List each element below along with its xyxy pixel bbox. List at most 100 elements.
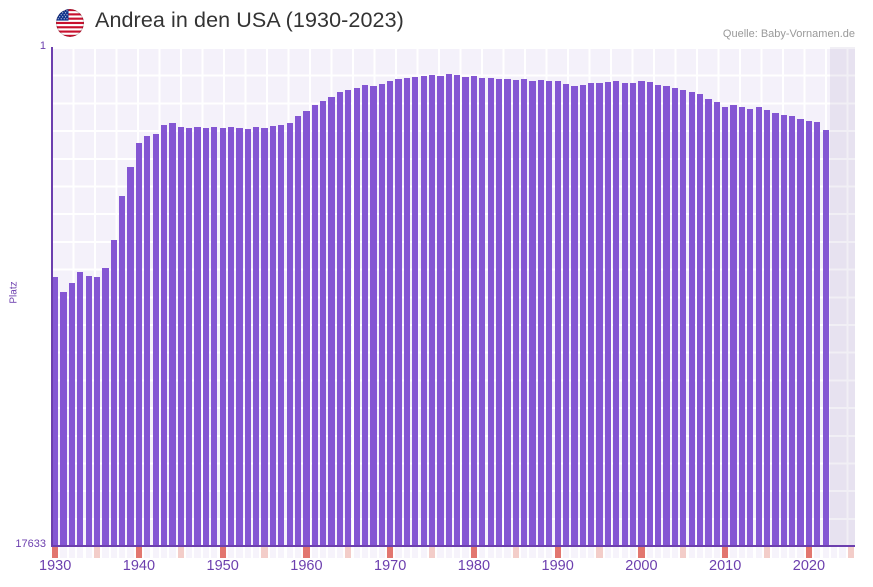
bar-1968[interactable] — [370, 86, 377, 545]
x-marker-1944 — [169, 547, 176, 558]
bar-1932[interactable] — [68, 283, 76, 545]
bar-1941[interactable] — [144, 136, 151, 545]
bar-1940[interactable] — [135, 143, 143, 545]
bar-1992[interactable] — [571, 86, 578, 545]
bar-1965[interactable] — [345, 90, 352, 545]
bar-2009[interactable] — [713, 102, 720, 545]
bar-2011[interactable] — [730, 105, 737, 545]
bar-1970[interactable] — [387, 81, 394, 545]
x-marker-1975 — [428, 547, 436, 558]
bar-1979[interactable] — [462, 77, 469, 545]
bar-1945[interactable] — [177, 127, 184, 545]
bar-2010[interactable] — [722, 107, 729, 545]
bar-1995[interactable] — [596, 83, 603, 545]
bar-2004[interactable] — [671, 88, 679, 545]
x-marker-2008 — [705, 547, 712, 558]
bar-1935[interactable] — [93, 277, 101, 545]
bar-1975[interactable] — [428, 75, 436, 545]
bar-1978[interactable] — [454, 75, 461, 545]
bar-1988[interactable] — [537, 80, 545, 545]
bar-1931[interactable] — [60, 292, 67, 545]
bar-2018[interactable] — [789, 116, 796, 545]
bar-1998[interactable] — [621, 83, 628, 545]
bar-2003[interactable] — [663, 86, 670, 545]
bar-1948[interactable] — [202, 128, 210, 545]
x-marker-2002 — [655, 547, 662, 558]
bar-1955[interactable] — [261, 128, 268, 545]
bar-1990[interactable] — [554, 81, 561, 545]
bar-2012[interactable] — [738, 107, 746, 545]
bar-1951[interactable] — [227, 127, 235, 545]
bar-series — [51, 47, 855, 545]
bar-1957[interactable] — [278, 125, 285, 545]
bar-1973[interactable] — [412, 77, 419, 545]
bar-2019[interactable] — [797, 119, 804, 545]
bar-2000[interactable] — [638, 81, 645, 545]
bar-1939[interactable] — [127, 167, 134, 545]
bar-1952[interactable] — [236, 128, 243, 545]
bar-1987[interactable] — [529, 81, 536, 545]
bar-1947[interactable] — [194, 127, 201, 545]
bar-2008[interactable] — [705, 99, 712, 545]
bar-1967[interactable] — [361, 85, 369, 545]
bar-2013[interactable] — [747, 109, 754, 545]
bar-1944[interactable] — [169, 123, 176, 545]
bar-1953[interactable] — [244, 129, 251, 545]
bar-1960[interactable] — [303, 111, 310, 545]
bar-2016[interactable] — [772, 113, 779, 545]
bar-2001[interactable] — [646, 82, 653, 545]
bar-2014[interactable] — [755, 107, 762, 545]
bar-1984[interactable] — [504, 79, 511, 545]
bar-1982[interactable] — [487, 78, 494, 545]
bar-2005[interactable] — [680, 90, 687, 545]
x-marker-1980 — [470, 547, 478, 558]
bar-1942[interactable] — [152, 134, 159, 545]
bar-1981[interactable] — [479, 78, 486, 545]
bar-2007[interactable] — [696, 94, 704, 545]
bar-1976[interactable] — [437, 76, 444, 545]
bar-1938[interactable] — [119, 196, 126, 545]
bar-1958[interactable] — [286, 123, 293, 545]
bar-1991[interactable] — [562, 84, 570, 545]
bar-1972[interactable] — [403, 78, 411, 545]
bar-1946[interactable] — [186, 128, 193, 545]
bar-2021[interactable] — [814, 122, 821, 545]
bar-1985[interactable] — [512, 80, 519, 545]
bar-1969[interactable] — [378, 84, 385, 545]
bar-1956[interactable] — [269, 126, 277, 545]
bar-1974[interactable] — [420, 76, 427, 545]
bar-2006[interactable] — [688, 92, 695, 545]
bar-1971[interactable] — [395, 79, 402, 545]
bar-1930[interactable] — [52, 277, 59, 545]
bar-2020[interactable] — [805, 121, 813, 545]
bar-1949[interactable] — [211, 127, 218, 545]
bar-2015[interactable] — [763, 110, 771, 545]
bar-2002[interactable] — [655, 85, 662, 545]
bar-1986[interactable] — [521, 79, 528, 545]
bar-2017[interactable] — [780, 115, 787, 545]
bar-1964[interactable] — [336, 92, 344, 545]
bar-1996[interactable] — [604, 82, 612, 545]
x-marker-1933 — [77, 547, 84, 558]
bar-1980[interactable] — [470, 76, 478, 545]
bar-1961[interactable] — [311, 105, 318, 545]
bar-1933[interactable] — [77, 272, 84, 545]
bar-1934[interactable] — [85, 276, 92, 545]
bar-1963[interactable] — [328, 97, 335, 545]
bar-1997[interactable] — [613, 81, 620, 545]
bar-1937[interactable] — [110, 240, 117, 545]
bar-1983[interactable] — [495, 79, 503, 545]
bar-2022[interactable] — [822, 130, 829, 545]
bar-1999[interactable] — [629, 83, 637, 545]
bar-1943[interactable] — [160, 125, 168, 545]
bar-1959[interactable] — [294, 116, 302, 545]
bar-1989[interactable] — [546, 81, 553, 545]
bar-1994[interactable] — [588, 83, 595, 545]
bar-1993[interactable] — [579, 85, 586, 545]
bar-1950[interactable] — [219, 128, 226, 545]
bar-1966[interactable] — [353, 88, 360, 545]
bar-1977[interactable] — [445, 74, 452, 545]
bar-1936[interactable] — [102, 268, 109, 545]
bar-1954[interactable] — [253, 127, 260, 545]
bar-1962[interactable] — [320, 101, 327, 545]
